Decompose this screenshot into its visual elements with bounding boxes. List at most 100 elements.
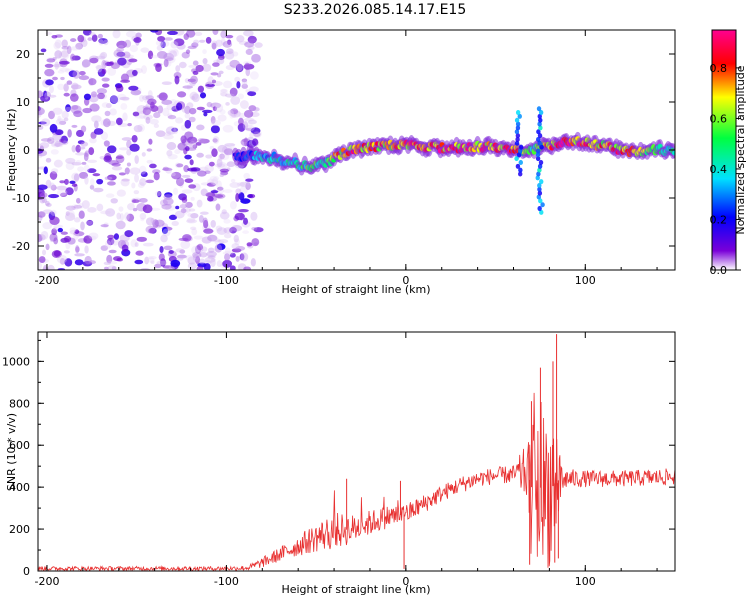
spectrogram-noise-cell [141,152,146,157]
spectrogram-noise-cell [133,125,143,133]
spectrogram-noise-cell [117,57,127,66]
spectrogram-noise-cell [93,128,104,135]
spectrogram-noise-cell [208,161,215,167]
spectrogram-noise-cell [69,93,79,102]
spectrogram-noise-cell [159,246,164,253]
snr-ytick-label: 0 [23,565,30,578]
spectrogram-noise-cell [56,185,68,191]
colorbar-tick-label: 0.6 [710,112,728,125]
snr-xtick-label: 100 [575,575,596,588]
spectrogram-noise-cell [100,131,109,141]
spectrogram-noise-cell [206,101,213,108]
spectrogram-noise-cell [239,253,245,261]
spectrogram-noise-cell [162,228,171,237]
spectrogram-noise-cell [239,186,248,195]
spectrogram-noise-cell [139,198,148,203]
spectrogram-noise-cell [187,78,196,83]
spectrogram-noise-cell [166,30,178,36]
spectrogram-noise-cell [150,260,155,265]
spectrogram-noise-cell [134,115,146,119]
spectrogram-noise-cell [188,184,197,189]
spectrogram-noise-cell [202,63,212,72]
spectrogram-noise-cell [75,42,83,50]
spectrogram-noise-cell [42,222,53,230]
spectrogram-noise-cell [216,57,225,65]
spectrogram-noise-cell [162,265,174,269]
spectrogram-noise-cell [93,120,99,129]
spectrogram-noise-cell [143,114,153,120]
spectrogram-noise-cell [224,143,236,147]
spectrogram-noise-cell [82,30,92,36]
spectrogram-noise-cell [92,173,101,177]
spectrogram-noise-cell [170,172,176,177]
spectrogram-noise-cell [168,214,178,221]
spectrogram-noise-cell [64,258,73,267]
spectrogram-noise-cell [198,39,206,43]
spectrogram-noise-cell [118,172,126,176]
spectrogram-noise-cell [50,209,57,216]
spectrogram-noise-cell [50,140,62,147]
spectrogram-noise-cell [120,103,128,110]
spectrogram-noise-cell [113,233,120,240]
spectrogram-noise-cell [223,233,232,239]
spectrogram-noise-cell [65,211,70,217]
spectrogram-ylabel: Frequency (Hz) [5,109,18,192]
spectrogram-noise-cell [102,83,110,88]
spectrogram-noise-cell [142,204,153,214]
spectrogram-spike-cell [538,125,543,131]
spectrogram-spike-cell [537,183,542,189]
spectrogram-noise-cell [53,250,61,257]
spectrogram-ytick-label: 10 [16,96,30,109]
spectrogram-noise-cell [220,37,226,46]
spectrogram-noise-cell [84,245,89,254]
spectrogram-noise-cell [124,39,132,48]
spectrogram-noise-cell [230,178,236,183]
colorbar-tick-label: 0.8 [710,62,728,75]
spectrogram-noise-cell [134,155,139,164]
spectrogram-noise-cell [237,93,245,100]
spectrogram-noise-cell [42,267,50,270]
spectrogram-noise-cell [130,239,138,248]
spectrogram-noise-cell [211,40,218,50]
spectrogram-noise-cell [78,210,85,219]
spectrogram-noise-cell [64,212,76,222]
spectrogram-noise-cell [202,49,207,55]
spectrogram-noise-cell [219,109,226,115]
spectrogram-noise-cell [89,31,96,36]
spectrogram-noise-cell [134,173,139,183]
spectrogram-noise-cell [156,45,164,51]
spectrogram-noise-cell [48,94,57,98]
spectrogram-noise-cell [121,178,131,182]
spectrogram-noise-cell [231,243,240,250]
spectrogram-noise-cell [217,114,227,122]
spectrogram-noise-cell [175,205,180,210]
spectrogram-noise-cell [210,190,219,194]
spectrogram-noise-cell [210,119,222,126]
snr-ylabel: SNR (10 * v/v) [5,413,18,491]
spectrogram-noise-cell [162,107,170,117]
spectrogram-noise-cell [73,110,83,118]
spectrogram-noise-cell [96,64,103,73]
spectrogram-noise-cell [210,102,222,109]
spectrogram-noise-cell [250,258,256,267]
spectrogram-noise-cell [176,257,184,261]
spectrogram-noise-cell [238,117,244,126]
spectrogram-noise-cell [184,131,194,141]
spectrogram-noise-cell [129,167,141,175]
spectrogram-noise-cell [54,129,64,136]
spectrogram-noise-cell [51,34,58,39]
spectrogram-noise-cell [163,134,174,140]
spectrogram-noise-cell [249,71,259,80]
spectrogram-noise-cell [107,145,117,154]
spectrogram-noise-cell [102,118,111,128]
spectrogram-noise-cell [239,181,249,187]
spectrogram-noise-cell [175,248,184,253]
spectrogram-noise-cell [184,119,192,129]
spectrogram-noise-cell [210,220,216,228]
spectrogram-noise-cell [239,100,249,109]
spectrogram-noise-cell [243,30,254,37]
spectrogram-noise-cell [78,202,84,209]
spectrogram-spike-cell [514,129,520,135]
